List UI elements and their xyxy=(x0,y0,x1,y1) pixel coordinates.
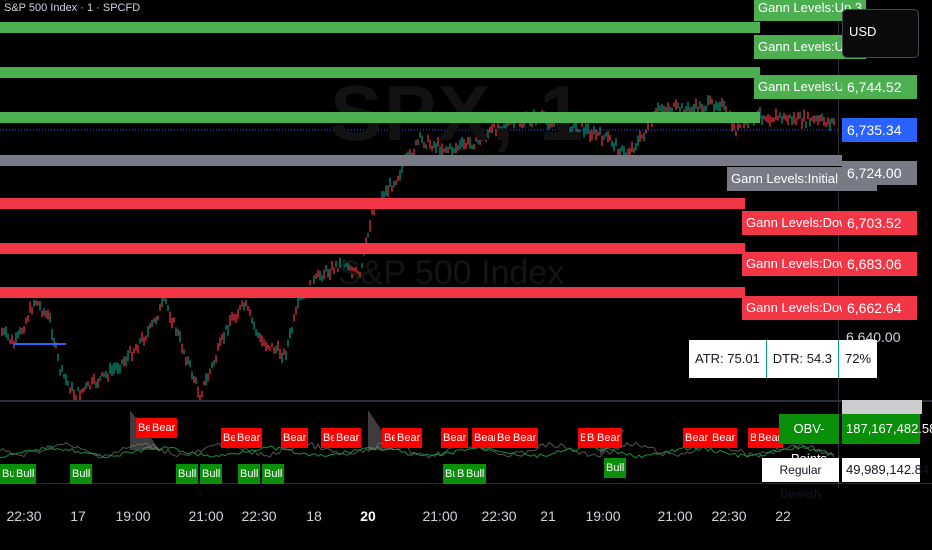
gann-line-down-3[interactable] xyxy=(0,287,745,298)
bear-signal: Bear xyxy=(235,428,263,448)
gann-line-up-2[interactable] xyxy=(0,67,760,78)
bear-signal: Bear xyxy=(441,428,469,448)
bull-signal: Bull xyxy=(464,464,487,484)
bear-signal: Bear xyxy=(595,428,623,448)
currency-button[interactable]: USD xyxy=(842,9,919,58)
gann-label-initial: Gann Levels:Initial Level xyxy=(727,167,877,191)
regular-bearish-value: 49,989,142.84 xyxy=(842,458,929,482)
price-tag-initial: 6,724.00 xyxy=(842,161,917,185)
obv-value: 187,167,482.58 xyxy=(842,414,932,444)
symbol-title: S&P 500 Index · 1 · SPCFD xyxy=(4,2,141,14)
bull-signal: Bull xyxy=(70,464,93,484)
bear-signal: Bear xyxy=(683,428,711,448)
watermark-name: S&P 500 Index xyxy=(338,254,565,292)
bull-signal: Bull xyxy=(238,464,261,484)
atr-value: ATR: 75.01 xyxy=(689,340,767,378)
atr-stats-table: ATR: 75.01 DTR: 54.3 72% xyxy=(689,340,878,378)
bull-signal: Bull xyxy=(604,458,627,478)
atr-percent: 72% xyxy=(845,351,872,366)
time-axis-label: 20 xyxy=(360,508,376,524)
price-tag-down-2: 6,683.06 xyxy=(842,252,917,276)
time-axis-label: 22:30 xyxy=(241,508,277,524)
time-axis-label: 22:30 xyxy=(481,508,517,524)
obv-signal-line xyxy=(0,445,835,459)
pane-separator[interactable] xyxy=(0,400,932,402)
gann-line-up-1[interactable] xyxy=(0,112,760,123)
time-axis-label: 18 xyxy=(306,508,322,524)
obv-label: OBV-Points xyxy=(779,414,839,466)
gann-line-up-3[interactable] xyxy=(0,22,760,33)
time-axis-label: 21:00 xyxy=(657,508,693,524)
bull-signal: Bull xyxy=(262,464,285,484)
current-price-tag: 6,735.34 xyxy=(842,118,917,142)
bear-signal: Bear xyxy=(334,428,362,448)
time-axis-label: 19:00 xyxy=(585,508,621,524)
time-axis-label: 21 xyxy=(540,508,556,524)
bull-signal: Bull xyxy=(176,464,199,484)
price-tag-up-1: 6,744.52 xyxy=(842,75,917,99)
gann-label-up-3: Gann Levels:Up 3 xyxy=(754,0,867,21)
time-axis-label: 22:30 xyxy=(6,508,42,524)
time-axis-label: 22 xyxy=(775,508,791,524)
bear-signal: Bear xyxy=(511,428,539,448)
dtr-value: DTR: 54.3 xyxy=(767,340,840,378)
bear-signal: Bear xyxy=(395,428,423,448)
time-axis-label: 17 xyxy=(70,508,86,524)
time-axis-label: 22:30 xyxy=(711,508,747,524)
bull-signal: Bull xyxy=(200,464,223,484)
time-axis-label: 21:00 xyxy=(188,508,224,524)
bear-signal: Bear xyxy=(150,418,178,438)
regular-bearish-label: Regular Bearish xyxy=(762,458,839,501)
price-tag-down-3: 6,662.64 xyxy=(842,296,917,320)
bull-signal: Bull xyxy=(14,464,37,484)
time-axis-label: 21:00 xyxy=(422,508,458,524)
gann-line-initial[interactable] xyxy=(0,155,842,166)
gann-line-down-2[interactable] xyxy=(0,243,745,254)
price-tag-down-1: 6,703.52 xyxy=(842,211,917,235)
bear-signal: Bear xyxy=(281,428,309,448)
bear-signal: Bear xyxy=(472,428,500,448)
bear-signal: Bear xyxy=(756,428,784,448)
time-axis-label: 19:00 xyxy=(115,508,151,524)
price-scale-divider xyxy=(838,0,839,488)
bear-signal: Bear xyxy=(710,428,738,448)
indicator-scale-box xyxy=(842,400,922,414)
gann-line-down-1[interactable] xyxy=(0,198,745,209)
